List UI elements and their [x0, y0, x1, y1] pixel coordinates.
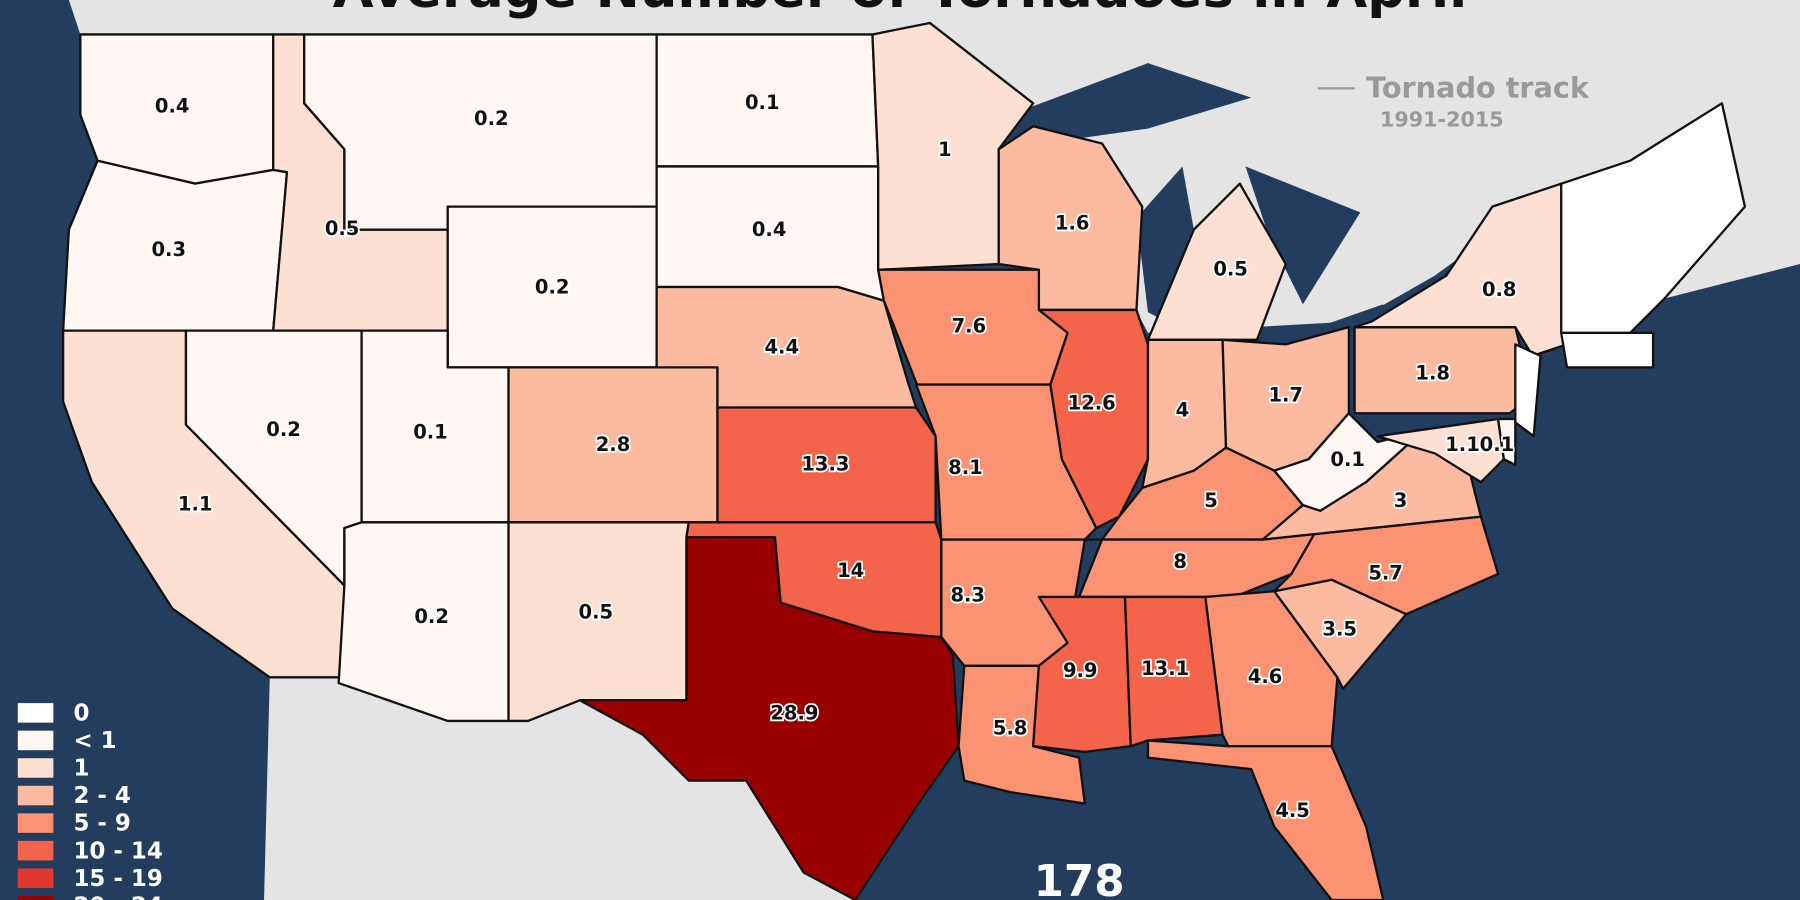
state-value: 4.6 — [1248, 665, 1283, 688]
state-value: 0.2 — [414, 605, 449, 628]
states — [61, 21, 1569, 900]
legend-swatch — [16, 839, 55, 862]
state — [1376, 417, 1505, 484]
canada — [68, 0, 1800, 345]
state-value: 4.5 — [1275, 799, 1310, 822]
state-value: 1 — [938, 138, 952, 161]
state-value: 0.4 — [155, 94, 190, 117]
legend-label: 2 - 4 — [73, 783, 130, 809]
legend-swatch — [16, 784, 55, 807]
state-value: 0.1 — [1480, 433, 1515, 456]
legend-label: 10 - 14 — [73, 838, 162, 864]
legend-swatch — [16, 867, 55, 890]
state — [1146, 182, 1287, 341]
state-value: 7.6 — [952, 315, 987, 338]
state-value: 0.8 — [1482, 278, 1517, 301]
mexico — [264, 677, 856, 900]
state-value: 1.7 — [1268, 384, 1303, 407]
state-value: 13.3 — [801, 452, 849, 475]
state-value: 4.4 — [764, 335, 799, 358]
state — [1146, 739, 1385, 900]
state-value: 8 — [1173, 550, 1187, 573]
title: Average Number of Tornadoes in April — [333, 0, 1467, 20]
state-value: 1.1 — [1445, 433, 1480, 456]
state-value: 9.9 — [1063, 659, 1098, 682]
state-labels: 0.4 0.3 1.1 0.5 0.2 0.2 0.2 0.1 0.2 2.8 0.5 0.1 0.4 4… — [150, 89, 1518, 824]
state-value: 14 — [837, 559, 864, 582]
state-value: 0.2 — [266, 418, 301, 441]
track-legend-period: 1991-2015 — [1380, 108, 1504, 132]
state-value: 0.5 — [325, 217, 360, 240]
legend-swatch — [16, 701, 55, 724]
state-value: 0.5 — [579, 601, 614, 624]
legend-label: 1 — [73, 756, 89, 782]
legend-swatch — [16, 729, 55, 752]
state — [1514, 343, 1542, 438]
legend-swatch — [16, 894, 55, 900]
state-value: 0.4 — [752, 218, 787, 241]
legend-label: 0 — [73, 701, 89, 727]
legend-label: 20 - 24 — [73, 893, 162, 900]
state-value: 8.1 — [948, 456, 983, 479]
state-value: 0.1 — [745, 91, 780, 114]
state — [303, 33, 658, 231]
state-value: 0.1 — [1330, 448, 1365, 471]
state-value: 4 — [1176, 398, 1190, 421]
state-value: 1.6 — [1055, 211, 1090, 234]
legend-label: 15 - 19 — [73, 866, 162, 892]
legend-label: 5 - 9 — [73, 811, 130, 837]
state — [716, 406, 937, 524]
legend-swatch — [16, 812, 55, 834]
unlabeled-states — [1514, 102, 1747, 438]
legend-label: < 1 — [73, 728, 116, 754]
state-value: 2.8 — [596, 433, 631, 456]
state-value: 5.7 — [1368, 561, 1403, 584]
state-value: 5.8 — [993, 716, 1028, 739]
lake — [1245, 166, 1361, 305]
state — [1261, 515, 1500, 616]
lake — [1268, 304, 1384, 351]
state — [1560, 331, 1655, 369]
state — [1123, 595, 1224, 748]
legend-swatch — [16, 757, 55, 779]
state-value: 12.6 — [1068, 392, 1116, 415]
state-value: 3 — [1394, 489, 1408, 512]
state-value: 0.2 — [474, 107, 509, 130]
state-value: 5 — [1204, 489, 1218, 512]
state-value: 28.9 — [770, 702, 818, 725]
total: 178 — [1034, 857, 1125, 900]
state-value: 0.2 — [535, 276, 570, 299]
state-value: 0.3 — [151, 238, 186, 261]
state — [578, 536, 960, 900]
state — [1496, 417, 1517, 467]
state-value: 1.8 — [1415, 362, 1450, 385]
lake — [1010, 63, 1252, 141]
state-value: 13.1 — [1141, 657, 1189, 680]
state-value: 1.1 — [178, 493, 213, 516]
state — [1037, 308, 1150, 530]
track-legend-label: Tornado track — [1366, 71, 1590, 105]
state-value: 8.3 — [950, 583, 985, 606]
state-value: 0.5 — [1213, 257, 1248, 280]
state-value: 0.1 — [413, 420, 448, 443]
state-value: 3.5 — [1322, 618, 1357, 641]
